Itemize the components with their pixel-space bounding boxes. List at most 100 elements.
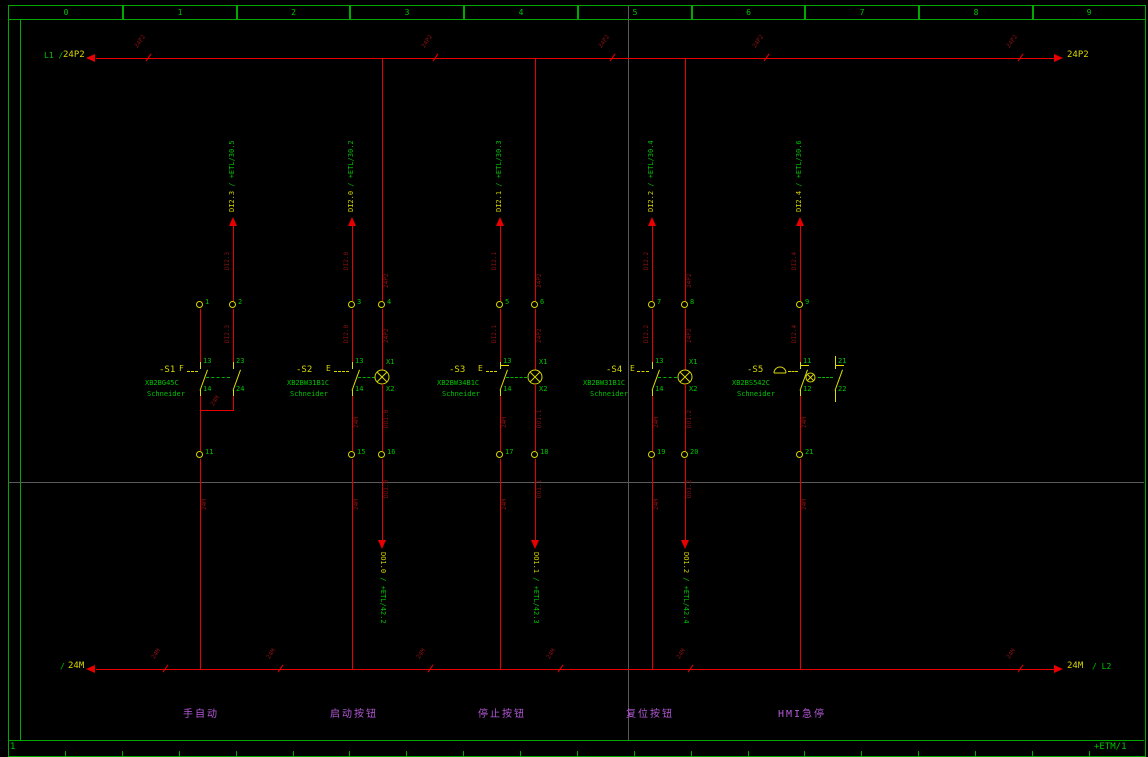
- lamp-symbol: [677, 369, 693, 385]
- drawing-ref: +ETM/1: [1094, 742, 1127, 752]
- mushroom-head-icon: [773, 366, 787, 374]
- mechanical-link: [506, 377, 527, 378]
- terminal-label: 13: [355, 357, 364, 365]
- part-number: XB2BG45C: [145, 379, 179, 387]
- wire-number: 24P2: [536, 273, 543, 288]
- terminal-point: [681, 451, 688, 458]
- terminal-label: X2: [386, 385, 395, 393]
- function-label: HMI急停: [778, 709, 827, 720]
- component-tag: -S4: [606, 365, 623, 375]
- wire-number: 24M: [501, 417, 508, 428]
- point-label: 8: [690, 298, 695, 306]
- terminal-point: [378, 451, 385, 458]
- terminal-point: [378, 301, 385, 308]
- terminal-label: 22: [838, 385, 847, 393]
- point-label: 7: [657, 298, 662, 306]
- do-ref-label: DO1.0 / +ETL/42.2: [379, 552, 387, 624]
- wire-number: DO1.1: [536, 479, 543, 498]
- terminal-label: 13: [203, 357, 212, 365]
- point-label: 2: [238, 298, 243, 306]
- twist-release-icon: [805, 372, 816, 383]
- column-header-4: 4: [463, 5, 579, 20]
- do-ref-label: DO1.1 / +ETL/42.3: [532, 552, 540, 624]
- terminal-label: 23: [236, 357, 245, 365]
- brand-label: Schneider: [147, 390, 185, 398]
- terminal-point: [496, 451, 503, 458]
- terminal-label: X1: [539, 358, 548, 366]
- point-label: 20: [690, 448, 699, 456]
- part-number: XB2BW31B1C: [287, 379, 330, 387]
- terminal-point: [196, 451, 203, 458]
- bus-source-label: /: [60, 662, 65, 671]
- do-arrow: [681, 540, 689, 549]
- function-label: 手自动: [183, 709, 219, 720]
- inner-bottom-border: [8, 740, 1144, 741]
- part-number: XB2BW31B1C: [583, 379, 626, 387]
- bus-24p2-label-right: 24P2: [1067, 50, 1089, 60]
- wire-number: 24M: [801, 499, 808, 510]
- mechanical-link: [658, 377, 677, 378]
- di-arrow: [229, 217, 237, 226]
- wire-number: 24M: [653, 417, 660, 428]
- terminal-label: X2: [539, 385, 548, 393]
- terminal-label: 12: [803, 385, 812, 393]
- column-header-5: 5: [577, 5, 693, 20]
- function-label: 启动按钮: [330, 709, 378, 720]
- wire-number: DI2.1: [491, 324, 498, 343]
- column-header-2: 2: [236, 5, 351, 20]
- column-header-7: 7: [804, 5, 920, 20]
- bus-24m-label-left: 24M: [68, 661, 85, 671]
- bus-source-label: L1 /: [44, 51, 64, 60]
- actuator-symbol: E: [326, 364, 331, 373]
- wire-number: DO1.2: [686, 409, 693, 428]
- part-number: XB2BS542C: [732, 379, 770, 387]
- brand-label: Schneider: [442, 390, 480, 398]
- function-label: 复位按钮: [626, 709, 674, 720]
- inner-left-border: [20, 19, 21, 740]
- point-label: 1: [205, 298, 210, 306]
- wire-number: DI2.4: [791, 251, 798, 270]
- terminal-point: [196, 301, 203, 308]
- terminal-label: X1: [386, 358, 395, 366]
- terminal-point: [348, 301, 355, 308]
- wire-24p2-bus: [96, 58, 1054, 59]
- lamp-symbol: [527, 369, 543, 385]
- terminal-label: 14: [655, 385, 664, 393]
- di-arrow: [648, 217, 656, 226]
- bus-dest-label: / L2: [1092, 662, 1112, 671]
- di-ref-label: DI2.1 / +ETL/30.3: [495, 140, 503, 212]
- terminal-label: 24: [236, 385, 245, 393]
- brand-label: Schneider: [737, 390, 775, 398]
- point-label: 4: [387, 298, 392, 306]
- wire-number: DO1.1: [536, 409, 543, 428]
- wire-number: 24M: [353, 417, 360, 428]
- wire-number: 24P2: [383, 273, 390, 288]
- terminal-point: [531, 301, 538, 308]
- horizontal-divider: [8, 482, 1144, 483]
- do-arrow: [378, 540, 386, 549]
- wire-number: DI2.4: [791, 324, 798, 343]
- terminal-point: [681, 301, 688, 308]
- di-ref-label: DI2.4 / +ETL/30.6: [795, 140, 803, 212]
- point-label: 6: [540, 298, 545, 306]
- wire-number: 24M: [501, 499, 508, 510]
- column-header-1: 1: [122, 5, 238, 20]
- wire-number: 24P2: [383, 328, 390, 343]
- component-tag: -S5: [747, 365, 764, 375]
- brand-label: Schneider: [590, 390, 628, 398]
- point-label: 11: [205, 448, 214, 456]
- point-label: 3: [357, 298, 362, 306]
- function-label: 停止按钮: [478, 709, 526, 720]
- page-number: 1: [10, 742, 16, 752]
- terminal-label: 14: [503, 385, 512, 393]
- component-tag: -S1: [159, 365, 176, 375]
- terminal-label: 11: [803, 357, 812, 365]
- bus-24m-label-right: 24M: [1067, 661, 1084, 671]
- wire-number: DO1.0: [383, 409, 390, 428]
- wire-24m-bus: [96, 669, 1054, 670]
- mechanical-link: [818, 377, 833, 378]
- wire-number: 24M: [653, 499, 660, 510]
- terminal-label: 21: [838, 357, 847, 365]
- terminal-label: X1: [689, 358, 698, 366]
